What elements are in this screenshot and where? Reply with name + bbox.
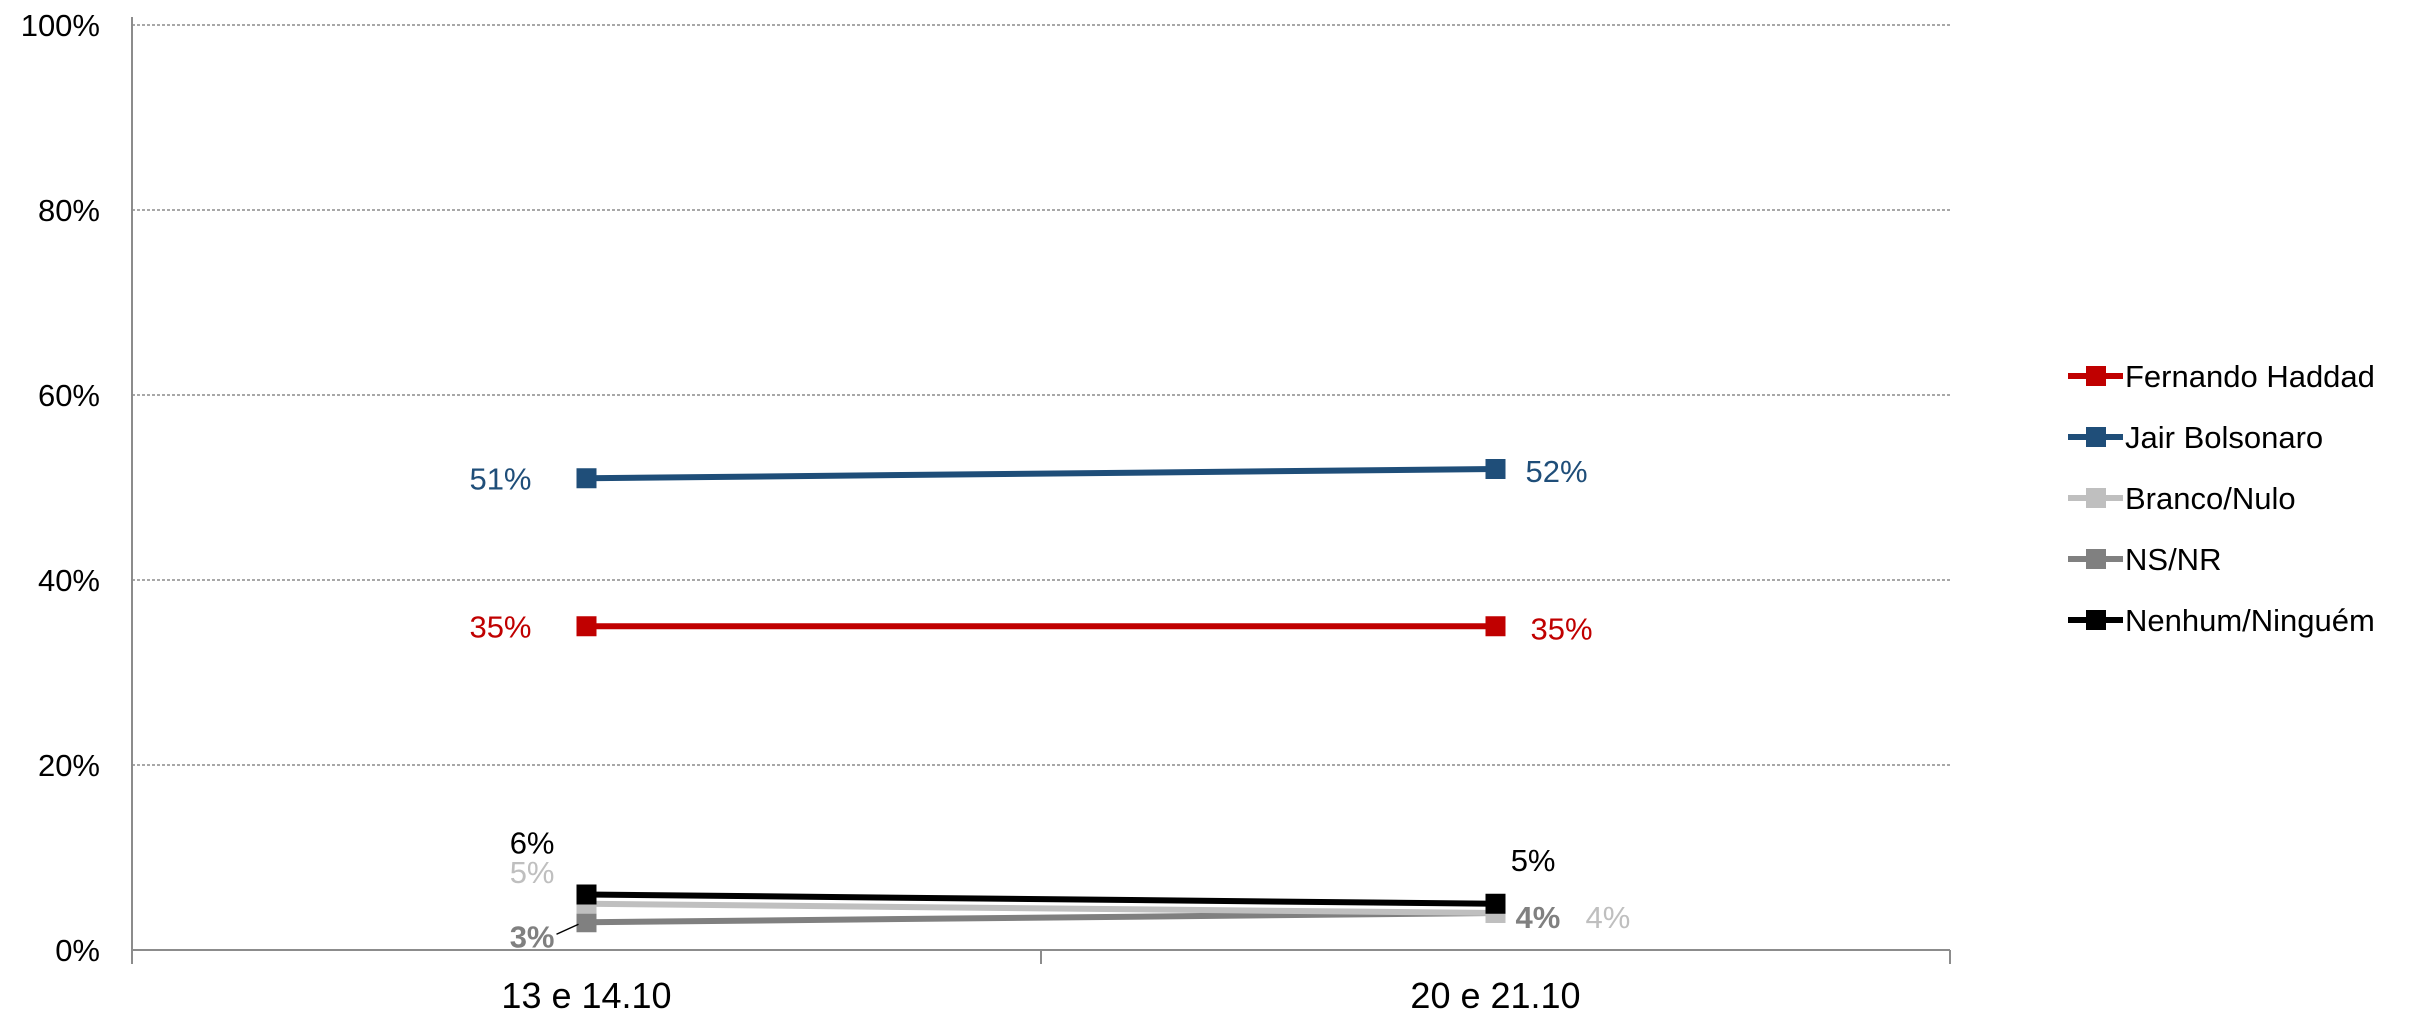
y-axis-ticks: 0% 20% 40% 60% 80% 100% <box>21 8 100 968</box>
legend-marker <box>2086 427 2106 447</box>
y-tick-label: 0% <box>55 933 100 968</box>
y-tick-label: 60% <box>38 378 100 413</box>
y-tick-label: 20% <box>38 748 100 783</box>
series-line <box>586 891 1496 907</box>
series-marker <box>576 616 597 637</box>
y-tick-label: 40% <box>38 563 100 598</box>
data-label: 5% <box>1511 843 1556 878</box>
legend-label: Branco/Nulo <box>2125 481 2296 516</box>
data-label: 6% <box>510 826 555 861</box>
axes <box>131 17 1951 964</box>
data-label: 5% <box>510 855 555 890</box>
legend-label: Fernando Haddad <box>2125 359 2375 394</box>
data-label: 4% <box>1516 900 1561 935</box>
legend-label: NS/NR <box>2125 542 2221 577</box>
gridlines <box>132 24 1950 766</box>
data-label: 4% <box>1586 900 1631 935</box>
data-label: 35% <box>469 609 531 644</box>
series-line <box>586 900 1496 916</box>
series-marker <box>576 912 597 933</box>
legend-marker <box>2086 610 2106 630</box>
legend-marker <box>2086 488 2106 508</box>
legend-label: Jair Bolsonaro <box>2125 420 2323 455</box>
x-axis-ticks: 13 e 14.10 20 e 21.10 <box>501 975 1580 1016</box>
data-label: 52% <box>1526 454 1588 489</box>
series-line <box>586 466 1496 482</box>
series-lines <box>576 459 1506 933</box>
legend: Fernando Haddad Jair Bolsonaro Branco/Nulo… <box>2068 359 2375 638</box>
x-tick-label: 13 e 14.10 <box>501 975 671 1016</box>
series-marker <box>576 884 597 905</box>
x-tick-label: 20 e 21.10 <box>1410 975 1580 1016</box>
y-tick-label: 100% <box>21 8 100 43</box>
y-tick-label: 80% <box>38 193 100 228</box>
data-label: 35% <box>1531 611 1593 646</box>
legend-marker <box>2086 549 2106 569</box>
series-marker <box>576 468 597 489</box>
legend-marker <box>2086 366 2106 386</box>
leader-line <box>556 923 579 935</box>
series-marker <box>1485 893 1506 914</box>
series-line <box>586 910 1496 926</box>
data-labels: 35% 35%51% 52%5%4%3%4%6% 5% <box>469 454 1630 954</box>
data-label: 3% <box>510 919 555 954</box>
series-marker <box>1485 459 1506 479</box>
series-marker <box>1485 616 1506 637</box>
data-label: 51% <box>469 461 531 496</box>
legend-label: Nenhum/Ninguém <box>2125 603 2375 638</box>
